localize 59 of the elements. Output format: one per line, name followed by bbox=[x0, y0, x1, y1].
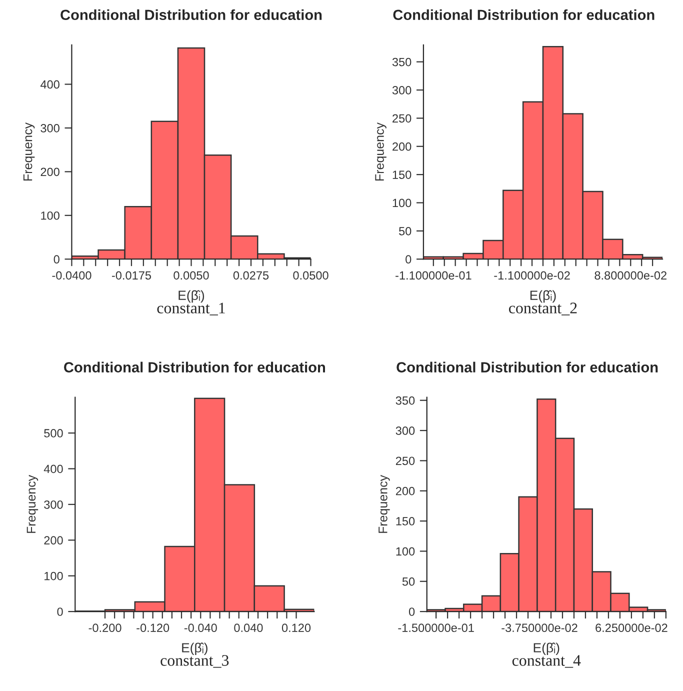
y-tick-label: 300 bbox=[392, 86, 412, 94]
y-tick-label: 200 bbox=[396, 486, 415, 496]
y-tick-label: 100 bbox=[41, 211, 60, 220]
y-tick-label: 50 bbox=[398, 226, 412, 236]
x-tick-label: -0.120 bbox=[136, 624, 170, 632]
text: constant_2 bbox=[508, 302, 577, 316]
y-tick-label: 400 bbox=[44, 464, 63, 474]
y-tick-label: 500 bbox=[44, 429, 63, 438]
x-axis-title: E(β̂ᵢ) bbox=[178, 290, 204, 303]
y-tick-label: 150 bbox=[396, 517, 415, 526]
x-tick-label: -1.500000e-01 bbox=[398, 624, 474, 632]
y-tick-label: 0 bbox=[57, 608, 63, 616]
text: constant_1 bbox=[157, 302, 225, 316]
x-tick-label: -0.040 bbox=[184, 624, 217, 632]
x-tick-label: 0.0275 bbox=[233, 271, 269, 280]
x-tick-label: -0.0400 bbox=[52, 271, 92, 280]
y-tick-label: 350 bbox=[396, 396, 415, 405]
y-tick-label: 100 bbox=[396, 547, 415, 556]
text: constant_4 bbox=[512, 655, 581, 668]
x-tick-label: 0.120 bbox=[282, 624, 311, 632]
y-axis-title: Frequency bbox=[23, 122, 35, 181]
x-tick-label: 0.0500 bbox=[293, 271, 328, 280]
y-tick-label: 200 bbox=[392, 142, 412, 151]
x-axis-title: E(β̂ᵢ) bbox=[530, 290, 556, 303]
y-tick-label: 250 bbox=[392, 114, 412, 123]
x-axis-title: E(β̂ᵢ) bbox=[182, 642, 208, 656]
y-tick-label: 0 bbox=[406, 255, 412, 264]
y-tick-label: 300 bbox=[40, 124, 60, 132]
x-tick-label: 0.0050 bbox=[174, 271, 209, 280]
x-tick-label: -3.750000e-02 bbox=[502, 624, 578, 632]
y-tick-label: 150 bbox=[392, 170, 412, 179]
y-axis-title: Frequency bbox=[378, 474, 390, 533]
y-tick-label: 400 bbox=[40, 80, 60, 89]
y-tick-label: 250 bbox=[396, 456, 415, 466]
chart-title: Conditional Distribution for education bbox=[60, 9, 322, 20]
x-tick-label: 8.800000e-02 bbox=[594, 271, 666, 280]
y-axis-title: Frequency bbox=[375, 122, 386, 181]
y-tick-label: 0 bbox=[408, 608, 415, 616]
x-tick-label: 6.250000e-02 bbox=[596, 624, 668, 632]
y-tick-label: 200 bbox=[44, 536, 63, 545]
y-tick-label: 350 bbox=[392, 58, 412, 66]
y-tick-label: 300 bbox=[44, 500, 63, 509]
x-tick-label: -1.100000e-01 bbox=[396, 271, 472, 280]
x-axis-title: E(β̂ᵢ) bbox=[534, 642, 560, 656]
y-tick-label: 100 bbox=[392, 198, 412, 208]
y-tick-label: 300 bbox=[396, 426, 415, 435]
x-tick-label: -0.0175 bbox=[112, 271, 152, 280]
x-tick-label: -1.100000e-02 bbox=[494, 271, 570, 280]
chart-title: Conditional Distribution for education bbox=[396, 362, 658, 372]
x-tick-label: 0.040 bbox=[234, 624, 263, 632]
y-tick-label: 50 bbox=[402, 577, 415, 586]
chart-title: Conditional Distribution for education bbox=[393, 9, 654, 20]
text: constant_3 bbox=[160, 655, 229, 668]
y-axis-title: Frequency bbox=[26, 474, 38, 533]
y-tick-label: 200 bbox=[40, 168, 60, 176]
y-tick-label: 0 bbox=[54, 255, 60, 264]
x-tick-label: -0.200 bbox=[88, 624, 122, 632]
y-tick-label: 100 bbox=[44, 572, 63, 580]
chart-title: Conditional Distribution for education bbox=[64, 362, 325, 372]
